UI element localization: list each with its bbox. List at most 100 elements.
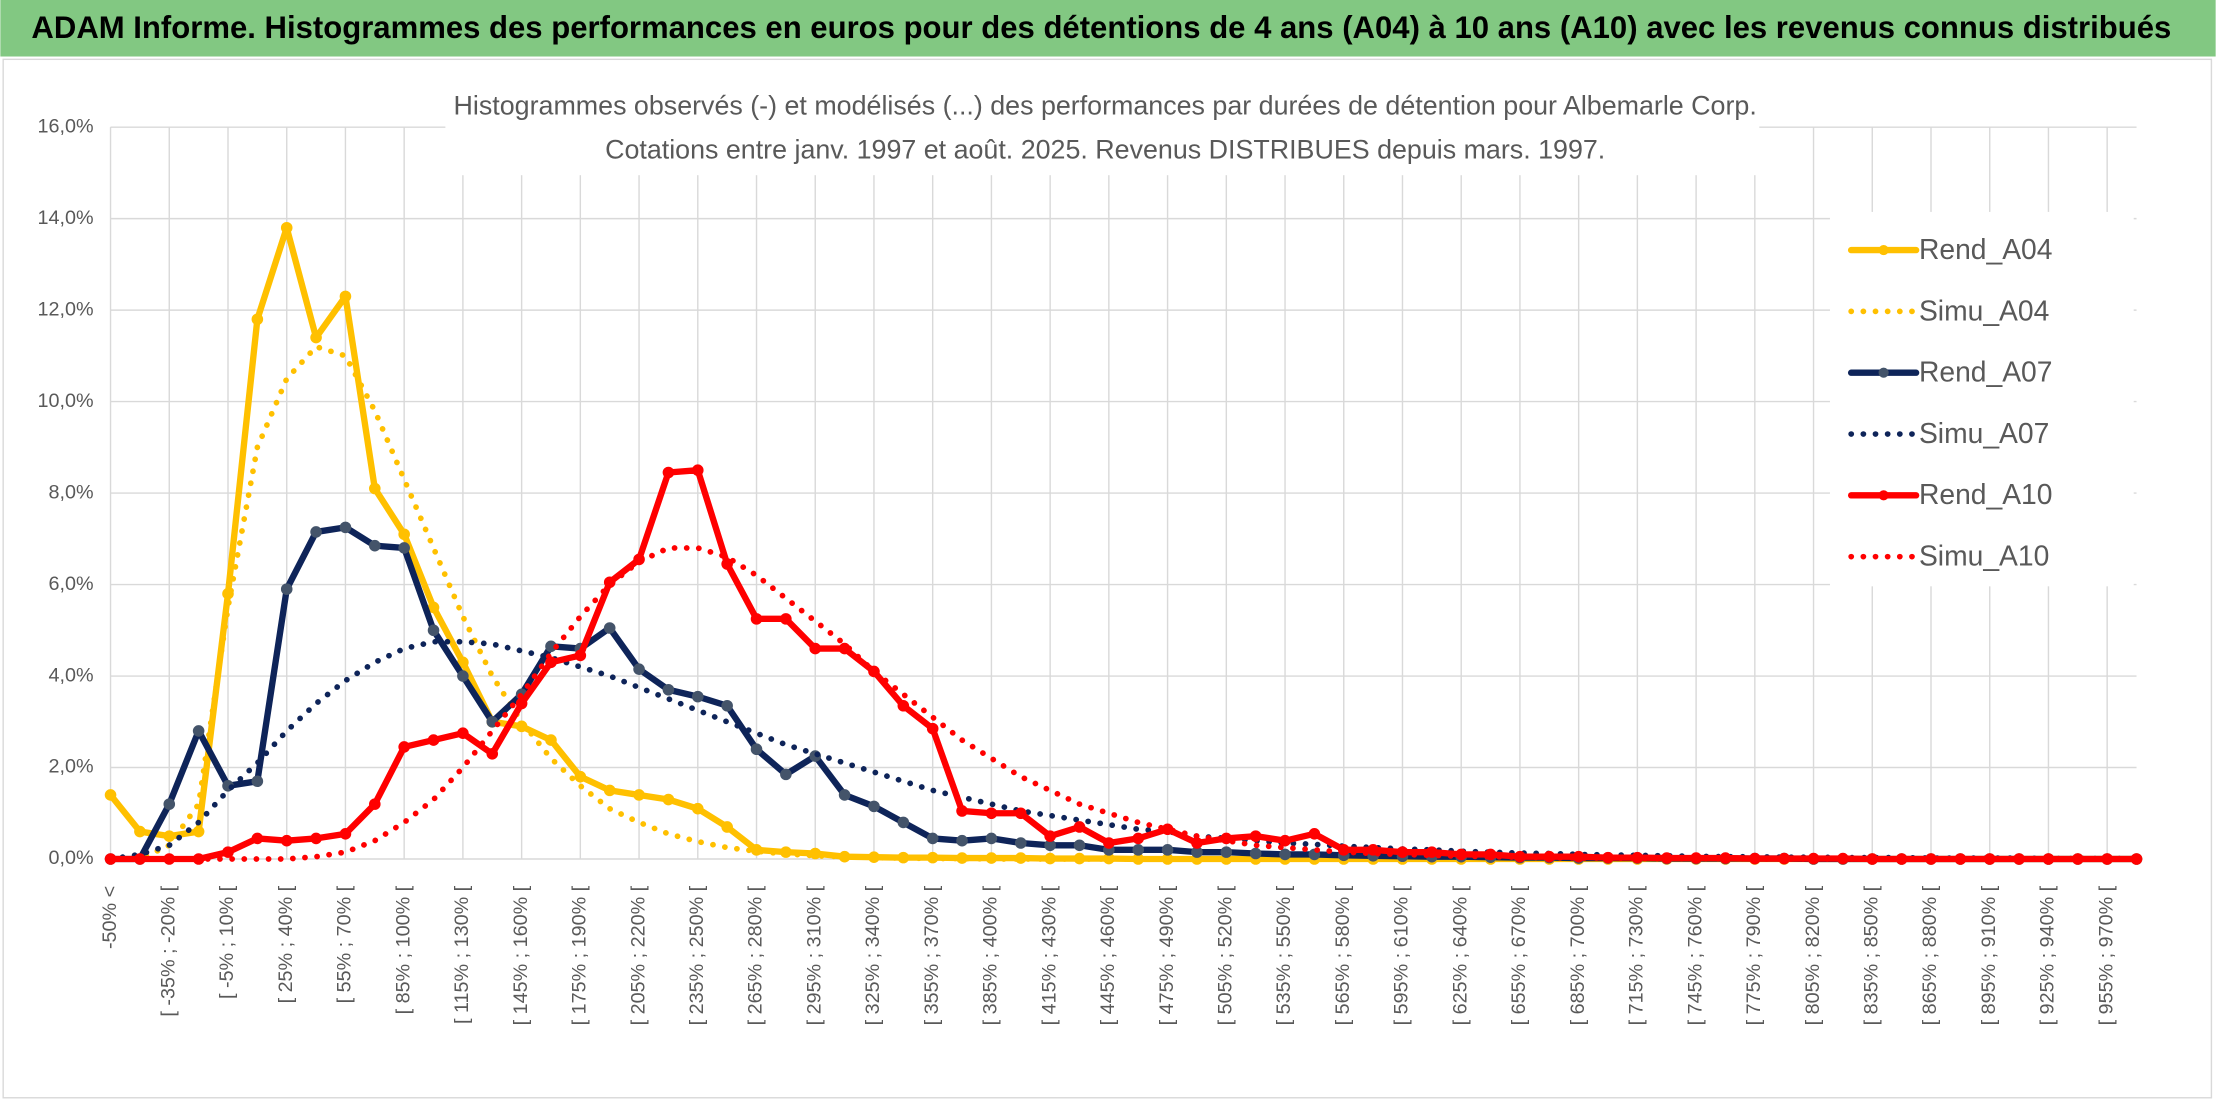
data-point [192, 725, 205, 737]
chart-border [2, 58, 2213, 1099]
x-tick-label: [ 655% ; 670% [ [1508, 885, 1530, 1025]
legend-label: Simu_A04 [1919, 294, 2049, 326]
x-tick-label: [ 595% ; 610% [ [1391, 885, 1413, 1025]
y-tick-label: 0,0% [49, 847, 94, 869]
series-line [107, 343, 2140, 862]
data-point [251, 775, 264, 788]
data-point [1279, 848, 1291, 861]
x-tick-label: [ 535% ; 550% [ [1273, 885, 1295, 1025]
y-tick-label: 10,0% [38, 390, 94, 412]
x-tick-label: [ 925% ; 940% [ [2037, 885, 2059, 1025]
data-point [1426, 846, 1438, 858]
legend-background [1829, 211, 2134, 587]
data-point [398, 542, 410, 554]
data-point [574, 770, 587, 783]
legend-label: Simu_A10 [1919, 540, 2049, 572]
data-point [192, 825, 205, 838]
y-tick-label: 14,0% [38, 207, 94, 229]
data-point [222, 846, 234, 858]
data-point [339, 290, 352, 303]
x-tick-label: [ 265% ; 280% [ [745, 885, 767, 1025]
data-point [662, 793, 675, 806]
x-tick-label: [ 145% ; 160% [ [510, 885, 532, 1025]
header-bar [0, 0, 2216, 57]
series-line [107, 638, 2140, 862]
x-tick-label: [ 625% ; 640% [ [1449, 885, 1471, 1025]
x-tick-label: [ 955% ; 970% [ [2095, 885, 2117, 1025]
data-point [1044, 830, 1056, 842]
x-tick-label: [ 25% ; 40% [ [275, 885, 297, 1003]
legend-marker [1878, 367, 1889, 378]
chart-title: Histogrammes observés (-) et modélisés (… [454, 90, 1757, 120]
data-point [1014, 807, 1027, 820]
data-point [545, 734, 557, 746]
data-point [1014, 837, 1027, 849]
title-background [445, 84, 1760, 176]
data-point [809, 642, 822, 655]
data-point [163, 798, 176, 810]
x-tick-label: [ 895% ; 910% [ [1978, 885, 2000, 1025]
x-tick-label: [ 325% ; 340% [ [862, 885, 884, 1025]
legend-label: Rend_A04 [1919, 233, 2053, 265]
data-point [721, 699, 733, 712]
data-point [985, 832, 998, 845]
data-point [1073, 839, 1086, 852]
data-point [574, 649, 587, 662]
data-point [956, 805, 968, 817]
y-tick-label: 16,0% [38, 115, 94, 137]
data-point [897, 699, 910, 712]
data-point [1191, 837, 1203, 849]
data-point [369, 539, 381, 552]
x-tick-label: -50% < [99, 886, 121, 949]
y-tick-label: 2,0% [49, 756, 94, 778]
data-point [868, 800, 880, 813]
data-point [310, 331, 322, 344]
data-point [515, 697, 528, 710]
x-tick-label: [ 565% ; 580% [ [1332, 885, 1354, 1025]
data-point [251, 313, 264, 326]
header-title: ADAM Informe. Histogrammes des performan… [31, 10, 2171, 45]
data-point [1249, 847, 1262, 860]
x-tick-label: [ 775% ; 790% [ [1743, 885, 1765, 1025]
data-point [1132, 832, 1145, 845]
data-point [310, 832, 322, 845]
legend-marker [1878, 244, 1889, 256]
data-point [838, 789, 851, 801]
legend-label: Rend_A10 [1919, 478, 2053, 510]
data-point [427, 734, 440, 746]
data-point [163, 830, 176, 842]
x-tick-label: [ 415% ; 430% [ [1038, 885, 1060, 1025]
y-tick-label: 8,0% [49, 481, 94, 503]
legend-label: Rend_A07 [1919, 356, 2053, 388]
data-point [926, 722, 939, 735]
data-point [251, 832, 264, 845]
data-point [1279, 834, 1291, 847]
x-tick-label: [ 685% ; 700% [ [1567, 885, 1589, 1025]
x-tick-label: [ 175% ; 190% [ [569, 885, 591, 1025]
legend-marker [1878, 490, 1889, 501]
series-line [107, 467, 2140, 863]
data-point [603, 622, 616, 634]
x-tick-label: [ 835% ; 850% [ [1860, 885, 1882, 1025]
x-tick-label: [ 55% ; 70% [ [334, 885, 356, 1003]
data-point [457, 727, 469, 740]
data-point [280, 221, 293, 234]
data-point [427, 624, 440, 637]
data-point [780, 613, 792, 625]
plot-area [104, 221, 2143, 865]
data-point [780, 768, 792, 781]
data-point [691, 802, 704, 815]
x-tick-label: [ 505% ; 520% [ [1215, 885, 1237, 1025]
x-tick-label: [ 715% ; 730% [ [1626, 885, 1648, 1025]
data-point [280, 834, 293, 847]
legend: Rend_A04 Simu_A04 Rend_A07 Simu_A07 Rend_A10… [1847, 233, 2053, 572]
data-point [691, 690, 704, 703]
y-tick-label: 4,0% [49, 664, 94, 686]
data-point [1103, 837, 1115, 849]
x-tick-label: [ -35% ; -20% [ [157, 885, 179, 1016]
x-tick-label: [ 205% ; 220% [ [627, 885, 649, 1025]
data-point [1308, 828, 1321, 840]
data-point [486, 748, 499, 760]
x-tick-label: [ 235% ; 250% [ [686, 885, 708, 1025]
data-point [1073, 821, 1086, 833]
